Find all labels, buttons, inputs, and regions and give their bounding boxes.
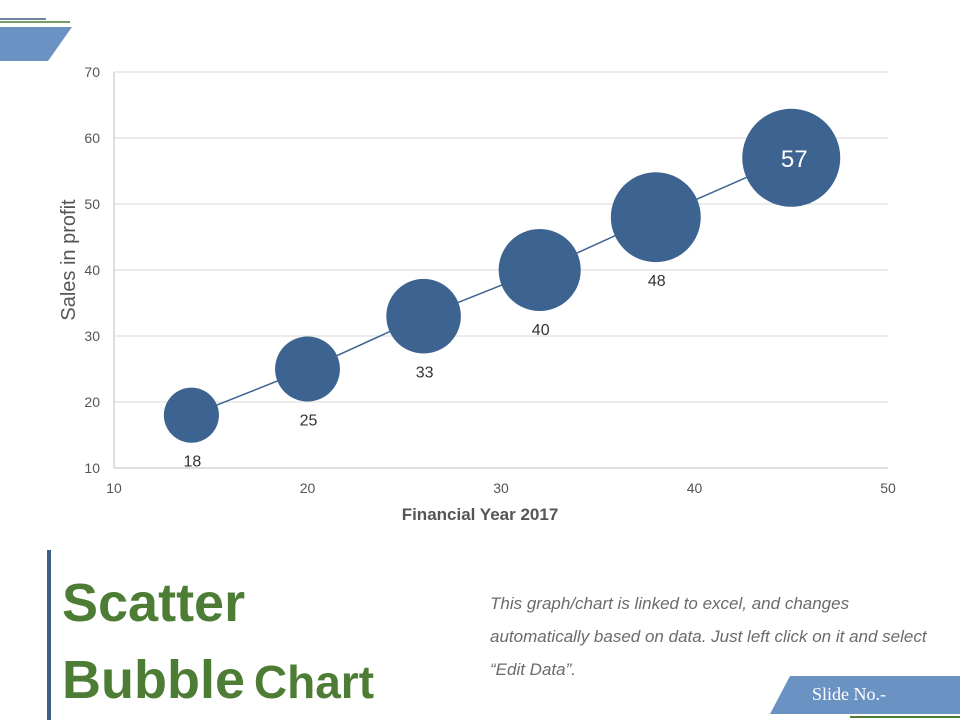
bubble <box>498 228 581 312</box>
y-axis-title: Sales in profit <box>58 199 80 321</box>
data-label: 40 <box>532 322 550 339</box>
data-labels: 18 25 33 40 48 57 <box>184 146 808 471</box>
bubble <box>275 336 340 402</box>
bubble-chart: 10 20 30 40 50 60 70 10 20 30 40 50 18 25 33 40 48 57 F… <box>58 64 896 524</box>
bubble <box>610 172 701 263</box>
y-tick-label: 60 <box>84 130 100 146</box>
slide-number-tab <box>770 676 960 718</box>
x-tick-label: 30 <box>493 480 509 496</box>
x-axis-title: Financial Year 2017 <box>402 505 559 524</box>
x-tick-label: 50 <box>880 480 896 496</box>
data-label: 18 <box>184 454 202 471</box>
y-tick-label: 40 <box>84 262 100 278</box>
y-tick-label: 10 <box>84 460 100 476</box>
slide-number: Slide No.- <box>812 684 886 704</box>
bubble <box>386 278 461 354</box>
y-tick-label: 50 <box>84 196 100 212</box>
bubbles <box>163 108 841 443</box>
bubble <box>742 108 841 207</box>
data-label: 57 <box>781 146 808 173</box>
data-label: 48 <box>648 273 666 290</box>
y-tick-label: 70 <box>84 64 100 80</box>
x-tick-labels: 10 20 30 40 50 <box>106 480 896 496</box>
y-tick-label: 20 <box>84 394 100 410</box>
x-tick-label: 10 <box>106 480 122 496</box>
data-label: 25 <box>300 412 318 429</box>
axes <box>113 72 888 469</box>
y-tick-labels: 10 20 30 40 50 60 70 <box>84 64 100 476</box>
title-word-3: Chart <box>253 656 375 708</box>
bubble <box>163 387 219 443</box>
y-tick-label: 30 <box>84 328 100 344</box>
title-word-2: Bubble <box>62 650 245 710</box>
title-word-1: Scatter <box>62 573 246 633</box>
x-tick-label: 20 <box>300 480 316 496</box>
corner-decoration <box>0 18 72 61</box>
x-tick-label: 40 <box>687 480 703 496</box>
data-label: 33 <box>416 364 434 381</box>
slide-description: This graph/chart is linked to excel, and… <box>490 594 927 679</box>
slide-title: Scatter Bubble Chart <box>62 568 462 722</box>
title-accent-bar <box>47 550 51 720</box>
